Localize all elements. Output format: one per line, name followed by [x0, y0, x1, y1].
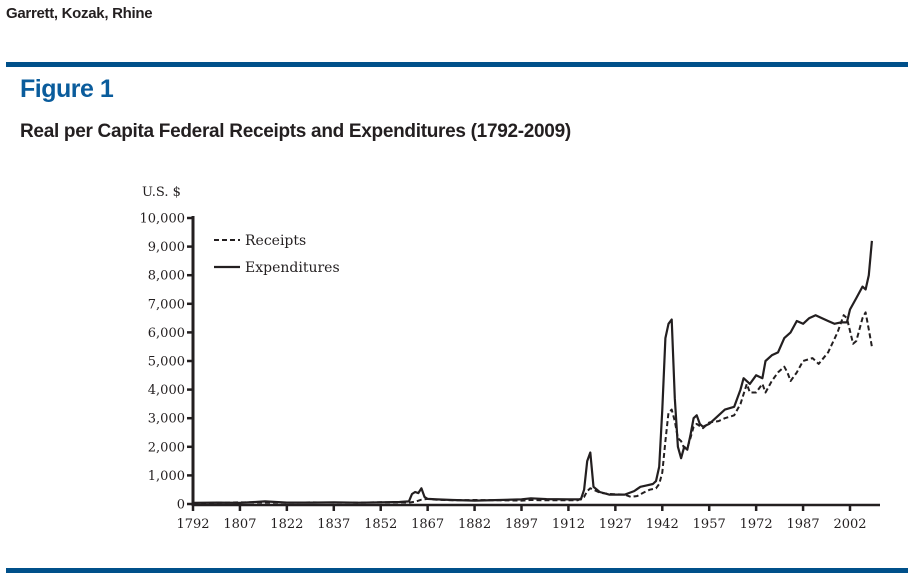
- x-tick-label: 1912: [552, 517, 585, 532]
- y-tick-label: 9,000: [148, 240, 185, 255]
- x-tick-label: 1867: [411, 517, 444, 532]
- top-rule: [6, 62, 908, 67]
- figure-label: Figure 1: [20, 75, 114, 103]
- bottom-rule: [6, 568, 908, 573]
- x-tick-label: 1822: [270, 517, 303, 532]
- y-tick-label: 0: [177, 498, 185, 513]
- y-tick-label: 3,000: [148, 412, 185, 427]
- x-axis: 1792 1807 1822 1837 1852 1867 1882 1897 1912 1927…: [176, 505, 867, 532]
- x-tick-label: 1882: [458, 517, 491, 532]
- y-tick-label: 7,000: [148, 297, 185, 312]
- series-line-expenditures: [192, 240, 873, 504]
- figure-title: Real per Capita Federal Receipts and Exp…: [20, 121, 571, 142]
- x-tick-label: 1957: [693, 517, 726, 532]
- y-tick-label: 6,000: [148, 326, 185, 341]
- x-tick-label: 1972: [740, 517, 773, 532]
- x-tick-label: 1792: [176, 517, 209, 532]
- x-tick-label: 1837: [317, 517, 350, 532]
- legend: Receipts Expenditures: [214, 233, 340, 276]
- x-tick-label: 1897: [505, 517, 538, 532]
- x-tick-label: 1942: [646, 517, 679, 532]
- x-tick-label: 1987: [787, 517, 820, 532]
- x-tick-label: 1927: [599, 517, 632, 532]
- y-axis: 0 1,000 2,000 3,000 4,000 5,000 6,000 7,000 8,00…: [140, 212, 193, 513]
- x-tick-label: 2002: [833, 517, 866, 532]
- x-tick-label: 1807: [223, 517, 256, 532]
- y-axis-unit-label: U.S. $: [142, 185, 181, 200]
- legend-label-receipts: Receipts: [245, 233, 306, 249]
- y-tick-label: 8,000: [148, 269, 185, 284]
- y-tick-label: 1,000: [148, 469, 185, 484]
- y-tick-label: 5,000: [148, 355, 185, 370]
- legend-label-expenditures: Expenditures: [245, 260, 340, 276]
- y-tick-label: 4,000: [148, 383, 185, 398]
- series-line-receipts: [192, 311, 873, 505]
- y-tick-label: 10,000: [140, 212, 186, 227]
- y-tick-label: 2,000: [148, 440, 185, 455]
- series-layer: [192, 240, 873, 505]
- x-tick-label: 1852: [364, 517, 397, 532]
- header-authors: Garrett, Kozak, Rhine: [6, 5, 153, 22]
